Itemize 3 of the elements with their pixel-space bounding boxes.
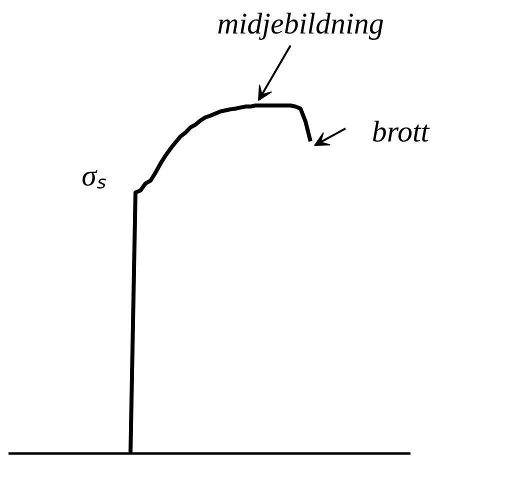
text: σₛ [82,160,106,192]
text: midjebildning [217,8,384,40]
text: brott [372,116,430,148]
